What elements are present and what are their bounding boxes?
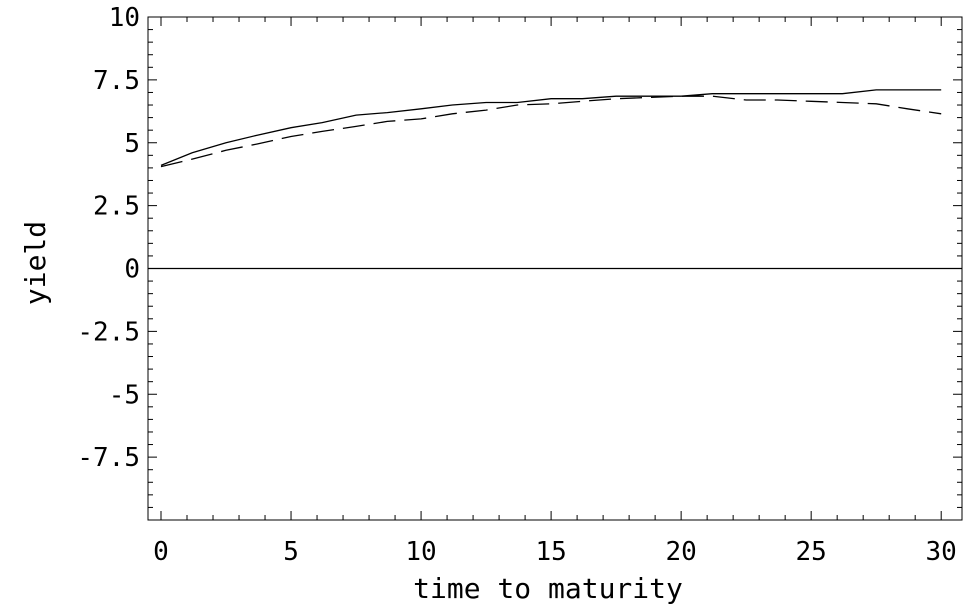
x-tick-label: 0 xyxy=(153,537,169,567)
x-tick-label: 5 xyxy=(283,537,299,567)
y-axis-ticks: 10 7.5 5 2.5 0 -2.5 -5 -7.5 xyxy=(77,3,962,521)
series-line-solid xyxy=(160,89,942,167)
y-tick-label: -7.5 xyxy=(77,443,140,473)
x-axis-ticks: 0 5 10 15 20 25 30 xyxy=(153,17,957,567)
x-tick-label: 15 xyxy=(535,537,566,567)
y-tick-label: 10 xyxy=(109,3,140,33)
x-tick-label: 30 xyxy=(926,537,957,567)
y-tick-label: 7.5 xyxy=(93,66,140,96)
y-tick-label: 0 xyxy=(124,255,140,285)
y-tick-label: 5 xyxy=(124,129,140,159)
y-axis-title: yield xyxy=(19,221,52,305)
x-axis-title: time to maturity xyxy=(413,572,683,605)
series-line-dashed xyxy=(160,95,942,168)
x-tick-label: 10 xyxy=(405,537,436,567)
y-tick-label: -5 xyxy=(109,380,140,410)
y-tick-label: 2.5 xyxy=(93,192,140,222)
y-tick-label: -2.5 xyxy=(77,317,140,347)
x-tick-label: 25 xyxy=(796,537,827,567)
x-tick-label: 20 xyxy=(665,537,696,567)
